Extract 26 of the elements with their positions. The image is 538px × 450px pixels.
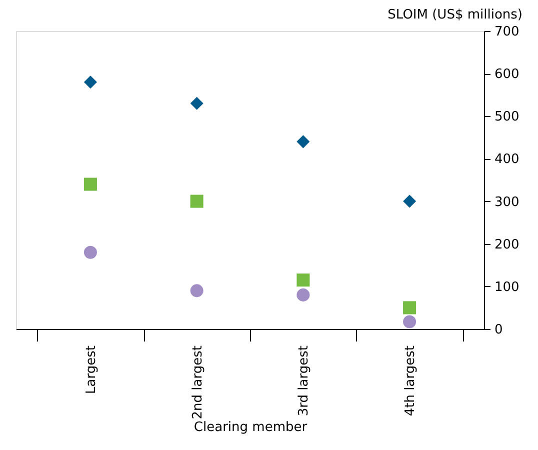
point bbox=[190, 194, 204, 208]
point bbox=[84, 178, 97, 191]
point bbox=[84, 246, 97, 259]
y-tick-label: 0 bbox=[494, 322, 503, 338]
point bbox=[296, 288, 310, 302]
point bbox=[403, 194, 416, 208]
y-tick-label: 500 bbox=[494, 110, 520, 125]
x-axis-title: Clearing member bbox=[194, 420, 308, 436]
point bbox=[403, 301, 416, 314]
y-tick-label: 700 bbox=[494, 24, 520, 40]
y-tick-label: 400 bbox=[494, 152, 520, 168]
y-tick-label: 100 bbox=[494, 280, 520, 295]
y-tick-label: 300 bbox=[494, 194, 520, 210]
point bbox=[296, 135, 310, 148]
point bbox=[190, 284, 204, 298]
y-tick-label: 600 bbox=[494, 67, 520, 82]
x-tick-label: 4th largest bbox=[403, 346, 418, 416]
x-tick-label: 2nd largest bbox=[190, 346, 206, 420]
x-tick-label: 3rd largest bbox=[296, 346, 312, 416]
point bbox=[84, 76, 97, 89]
point bbox=[403, 315, 416, 328]
y-axis-title: SLOIM (US$ millions) bbox=[388, 8, 522, 22]
point bbox=[296, 274, 310, 287]
y-tick-label: 200 bbox=[494, 237, 520, 252]
point bbox=[190, 96, 204, 110]
x-tick-label: Largest bbox=[84, 346, 99, 394]
